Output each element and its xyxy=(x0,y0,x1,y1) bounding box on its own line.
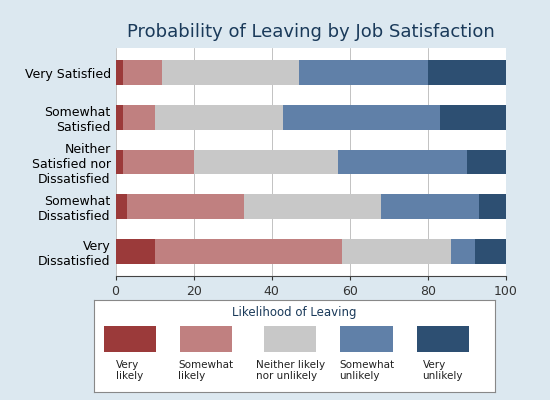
Bar xyxy=(342,239,452,264)
Bar xyxy=(478,194,506,219)
FancyBboxPatch shape xyxy=(264,326,316,352)
Bar xyxy=(381,194,478,219)
Bar xyxy=(116,150,123,174)
FancyBboxPatch shape xyxy=(340,326,393,352)
Bar xyxy=(338,150,467,174)
Bar xyxy=(127,194,244,219)
Bar xyxy=(194,150,338,174)
Bar xyxy=(299,60,428,85)
Bar xyxy=(116,60,123,85)
Bar xyxy=(155,239,342,264)
Bar xyxy=(116,194,127,219)
Bar xyxy=(123,60,162,85)
FancyBboxPatch shape xyxy=(103,326,156,352)
Bar xyxy=(155,105,283,130)
Bar xyxy=(439,105,506,130)
Text: Very
likely: Very likely xyxy=(116,360,143,382)
Bar xyxy=(123,105,155,130)
Bar xyxy=(428,60,506,85)
Text: Somewhat
likely: Somewhat likely xyxy=(178,360,234,382)
Bar xyxy=(123,150,194,174)
Text: Likelihood of Leaving: Likelihood of Leaving xyxy=(232,306,356,320)
FancyBboxPatch shape xyxy=(417,326,469,352)
Text: Somewhat
unlikely: Somewhat unlikely xyxy=(339,360,394,382)
Bar xyxy=(116,105,123,130)
Text: Neither likely
nor unlikely: Neither likely nor unlikely xyxy=(256,360,325,382)
Bar xyxy=(283,105,439,130)
Bar xyxy=(116,239,155,264)
Bar xyxy=(244,194,381,219)
X-axis label: Percent of Respondents by Satisfaction: Percent of Respondents by Satisfaction xyxy=(188,304,433,316)
Bar xyxy=(475,239,506,264)
FancyBboxPatch shape xyxy=(180,326,232,352)
Text: Very
unlikely: Very unlikely xyxy=(422,360,463,382)
Bar xyxy=(162,60,299,85)
Bar xyxy=(452,239,475,264)
Bar xyxy=(467,150,506,174)
Title: Probability of Leaving by Job Satisfaction: Probability of Leaving by Job Satisfacti… xyxy=(127,23,494,41)
